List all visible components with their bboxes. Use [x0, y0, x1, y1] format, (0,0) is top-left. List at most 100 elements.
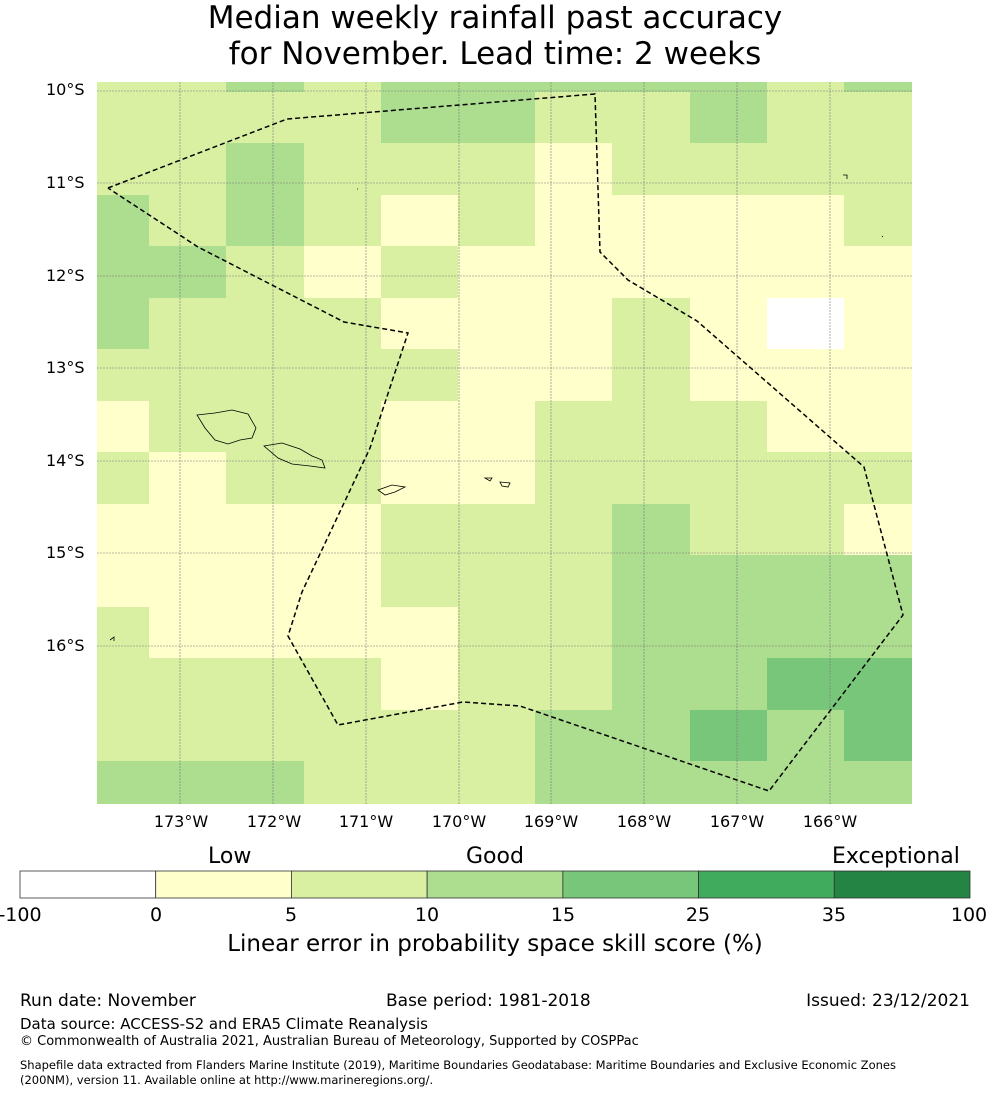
skill-cell: [149, 401, 226, 452]
skill-cell: [304, 349, 381, 401]
skill-cell: [844, 504, 912, 555]
skill-cell: [767, 401, 844, 452]
skill-cell: [97, 504, 149, 555]
skill-cell: [458, 401, 535, 452]
skill-cell: [767, 92, 844, 143]
skill-cell: [690, 246, 767, 298]
skill-cell: [535, 82, 612, 92]
skill-cell: [381, 401, 458, 452]
skill-cell: [690, 504, 767, 555]
skill-cell: [612, 761, 690, 804]
skill-cell: [458, 82, 535, 92]
skill-cell: [381, 246, 458, 298]
skill-cell: [226, 195, 304, 246]
skill-cell: [844, 349, 912, 401]
skill-cell: [149, 452, 226, 504]
skill-cell: [97, 246, 149, 298]
skill-cell: [381, 607, 458, 658]
skill-cell: [690, 452, 767, 504]
skill-cell: [149, 298, 226, 349]
skill-cell: [767, 246, 844, 298]
skill-cell: [844, 143, 912, 195]
colorbar-tick: 0: [149, 904, 163, 926]
skill-cell: [535, 452, 612, 504]
skill-cell: [226, 658, 304, 710]
skill-cell: [612, 504, 690, 555]
skill-cell: [381, 298, 458, 349]
skill-cell: [304, 195, 381, 246]
colorbar-segment: [833, 870, 971, 899]
skill-cell: [767, 504, 844, 555]
skill-cell: [535, 143, 612, 195]
colorbar-tick: 100: [950, 904, 988, 926]
skill-cell: [767, 143, 844, 195]
skill-cell: [458, 195, 535, 246]
skill-cell: [458, 607, 535, 658]
skill-cell: [226, 452, 304, 504]
skill-cell: [226, 349, 304, 401]
lon-label: 172°W: [246, 812, 302, 831]
skill-cell: [97, 710, 149, 761]
lon-label: 170°W: [431, 812, 487, 831]
skill-cell: [612, 349, 690, 401]
skill-cell: [535, 504, 612, 555]
skill-cell: [844, 555, 912, 607]
skill-cell: [612, 82, 690, 92]
upolu-island: [263, 442, 326, 469]
skill-cell: [690, 349, 767, 401]
eez-boundary: [107, 93, 904, 792]
skill-cell: [304, 143, 381, 195]
skill-cell: [97, 195, 149, 246]
shapefile-credit-1: Shapefile data extracted from Flanders M…: [20, 1058, 896, 1072]
skill-cell: [304, 555, 381, 607]
title-line-2: for November. Lead time: 2 weeks: [228, 36, 762, 72]
skill-cell: [458, 658, 535, 710]
skill-cell: [767, 607, 844, 658]
skill-cell: [381, 710, 458, 761]
skill-cell: [381, 658, 458, 710]
skill-cell: [381, 82, 458, 92]
skill-cell: [304, 761, 381, 804]
skill-cell: [304, 401, 381, 452]
skill-cell: [97, 607, 149, 658]
skill-cell: [149, 92, 226, 143]
skill-cell: [690, 298, 767, 349]
skill-cell: [844, 195, 912, 246]
skill-cell: [690, 195, 767, 246]
skill-cell: [458, 761, 535, 804]
skill-cell: [97, 401, 149, 452]
lon-label: 168°W: [616, 812, 672, 831]
skill-cell: [535, 298, 612, 349]
skill-cell: [844, 710, 912, 761]
skill-cell: [226, 401, 304, 452]
skill-cell: [690, 607, 767, 658]
skill-cell: [226, 555, 304, 607]
skill-cell: [690, 401, 767, 452]
skill-cell: [149, 710, 226, 761]
skill-cell: [458, 504, 535, 555]
skill-cell: [149, 349, 226, 401]
skill-cell: [304, 298, 381, 349]
skill-cell: [458, 298, 535, 349]
skill-cell: [304, 658, 381, 710]
lat-label: 13°S: [46, 358, 85, 377]
skill-cell: [97, 555, 149, 607]
skill-grid: [97, 82, 912, 804]
skill-cell: [767, 452, 844, 504]
colorbar-category-exceptional: Exceptional: [832, 844, 960, 869]
skill-cell: [844, 92, 912, 143]
skill-cell: [767, 298, 844, 349]
skill-cell: [535, 92, 612, 143]
skill-cell: [149, 504, 226, 555]
skill-cell: [767, 349, 844, 401]
skill-cell: [535, 401, 612, 452]
skill-cell: [612, 607, 690, 658]
colorbar-segment: [19, 870, 157, 899]
colorbar-tick: 35: [821, 904, 847, 926]
skill-cell: [535, 607, 612, 658]
savaii-island: [196, 409, 257, 445]
skill-cell: [535, 555, 612, 607]
skill-cell: [304, 710, 381, 761]
colorbar-tick: 5: [284, 904, 298, 926]
